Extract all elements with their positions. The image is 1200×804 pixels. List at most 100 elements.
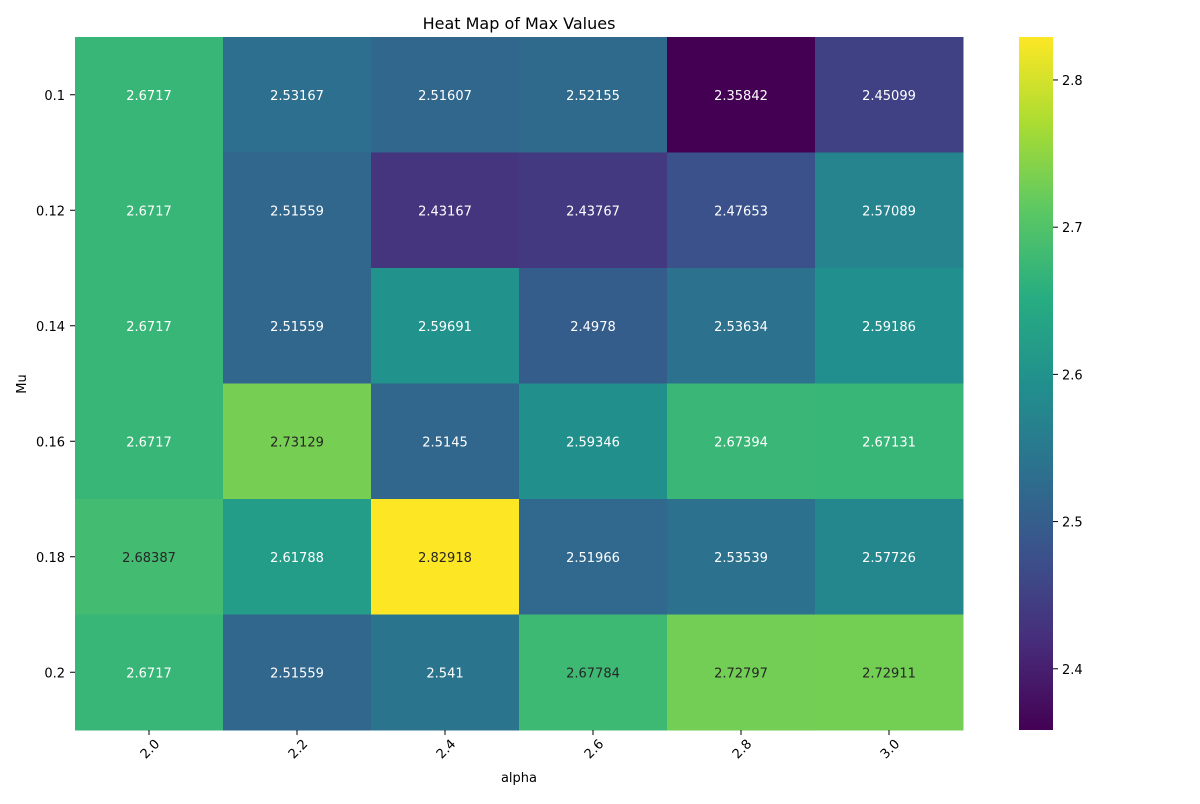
- x-tick-label: 2.0: [138, 737, 163, 762]
- cell-value-label: 2.72797: [714, 666, 768, 681]
- cell-value-label: 2.6717: [126, 204, 172, 219]
- heatmap-cell: [371, 37, 520, 153]
- cell-value-label: 2.73129: [270, 435, 324, 450]
- cell-value-label: 2.67784: [566, 666, 620, 681]
- y-tick-label: 0.12: [36, 204, 65, 219]
- heatmap-cell: [667, 152, 816, 269]
- cell-value-label: 2.5145: [422, 435, 468, 450]
- heatmap-cell: [667, 37, 816, 153]
- heatmap-cell: [371, 499, 520, 615]
- cell-value-label: 2.59346: [566, 435, 620, 450]
- heatmap-cell: [75, 152, 224, 269]
- cell-value-label: 2.4978: [570, 320, 616, 335]
- heatmap-cell: [519, 383, 668, 500]
- heatmap-cell: [667, 614, 816, 731]
- heatmap-cell: [667, 268, 816, 384]
- cell-value-label: 2.43167: [418, 204, 472, 219]
- heatmap-cell: [667, 499, 816, 615]
- cell-value-label: 2.51559: [270, 666, 324, 681]
- heatmap-cell: [815, 383, 964, 500]
- heatmap-cell: [223, 37, 372, 153]
- cell-value-label: 2.57089: [862, 204, 916, 219]
- x-tick-label: 2.4: [434, 737, 459, 762]
- cell-value-label: 2.35842: [714, 89, 768, 104]
- cell-value-label: 2.67131: [862, 435, 916, 450]
- cell-value-label: 2.6717: [126, 666, 172, 681]
- heatmap-cell: [371, 614, 520, 731]
- x-axis-label: alpha: [501, 771, 537, 786]
- heatmap-cell: [75, 37, 224, 153]
- cell-value-label: 2.51559: [270, 320, 324, 335]
- colorbar-tick-label: 2.5: [1062, 516, 1083, 531]
- cell-value-label: 2.59186: [862, 320, 916, 335]
- y-tick-label: 0.2: [44, 666, 65, 681]
- cell-value-label: 2.47653: [714, 204, 768, 219]
- heatmap-cell: [223, 152, 372, 269]
- x-tick-label: 3.0: [878, 737, 903, 762]
- heatmap-cell: [815, 37, 964, 153]
- heatmap-cell: [815, 499, 964, 615]
- heatmap-cell: [667, 383, 816, 500]
- heatmap-cell: [519, 499, 668, 615]
- heatmap-cell: [815, 152, 964, 269]
- heatmap-cells: [75, 37, 964, 731]
- colorbar-gradient: [1019, 37, 1053, 730]
- heatmap-cell: [75, 499, 224, 615]
- chart-title: Heat Map of Max Values: [423, 14, 616, 33]
- heatmap-cell: [75, 268, 224, 384]
- colorbar: 2.4 2.5 2.6 2.7 2.8: [1019, 37, 1083, 730]
- cell-value-label: 2.61788: [270, 551, 324, 566]
- cell-value-label: 2.52155: [566, 89, 620, 104]
- y-tick-label: 0.14: [36, 320, 65, 335]
- cell-value-label: 2.53167: [270, 89, 324, 104]
- heatmap-cell: [815, 268, 964, 384]
- x-tick-label: 2.8: [730, 737, 755, 762]
- y-tick-label: 0.18: [36, 551, 65, 566]
- cell-value-label: 2.68387: [122, 551, 176, 566]
- x-axis-ticks: 2.0 2.2 2.4 2.6 2.8 3.0: [138, 730, 903, 762]
- cell-value-label: 2.59691: [418, 320, 472, 335]
- heatmap-cell: [519, 152, 668, 269]
- cell-value-label: 2.541: [426, 666, 463, 681]
- colorbar-tick-label: 2.4: [1062, 663, 1083, 678]
- cell-value-label: 2.57726: [862, 551, 916, 566]
- y-tick-label: 0.16: [36, 435, 65, 450]
- y-tick-label: 0.1: [44, 89, 65, 104]
- cell-value-label: 2.51966: [566, 551, 620, 566]
- heatmap-annotations: 2.6717 2.53167 2.51607 2.52155 2.35842 2.4509…: [122, 89, 916, 682]
- heatmap-cell: [371, 268, 520, 384]
- heatmap-cell: [371, 383, 520, 500]
- cell-value-label: 2.43767: [566, 204, 620, 219]
- heatmap-cell: [519, 268, 668, 384]
- colorbar-tick-label: 2.8: [1062, 74, 1083, 89]
- cell-value-label: 2.6717: [126, 89, 172, 104]
- cell-value-label: 2.6717: [126, 435, 172, 450]
- heatmap-cell: [75, 614, 224, 731]
- cell-value-label: 2.53634: [714, 320, 768, 335]
- cell-value-label: 2.45099: [862, 89, 916, 104]
- cell-value-label: 2.72911: [862, 666, 916, 681]
- heatmap-cell: [223, 499, 372, 615]
- colorbar-tick-label: 2.7: [1062, 221, 1083, 236]
- cell-value-label: 2.82918: [418, 551, 472, 566]
- cell-value-label: 2.6717: [126, 320, 172, 335]
- colorbar-tick-label: 2.6: [1062, 368, 1083, 383]
- x-tick-label: 2.6: [582, 737, 607, 762]
- x-tick-label: 2.2: [286, 737, 311, 762]
- heatmap-cell: [815, 614, 964, 731]
- y-axis-ticks: 0.1 0.12 0.14 0.16 0.18 0.2: [36, 89, 75, 681]
- cell-value-label: 2.51559: [270, 204, 324, 219]
- cell-value-label: 2.51607: [418, 89, 472, 104]
- heatmap-cell: [371, 152, 520, 269]
- heatmap-cell: [223, 383, 372, 500]
- heatmap-cell: [519, 37, 668, 153]
- heatmap-cell: [519, 614, 668, 731]
- heatmap-cell: [223, 614, 372, 731]
- cell-value-label: 2.67394: [714, 435, 768, 450]
- y-axis-label: Mu: [15, 374, 30, 393]
- heatmap-cell: [223, 268, 372, 384]
- cell-value-label: 2.53539: [714, 551, 768, 566]
- heatmap-cell: [75, 383, 224, 500]
